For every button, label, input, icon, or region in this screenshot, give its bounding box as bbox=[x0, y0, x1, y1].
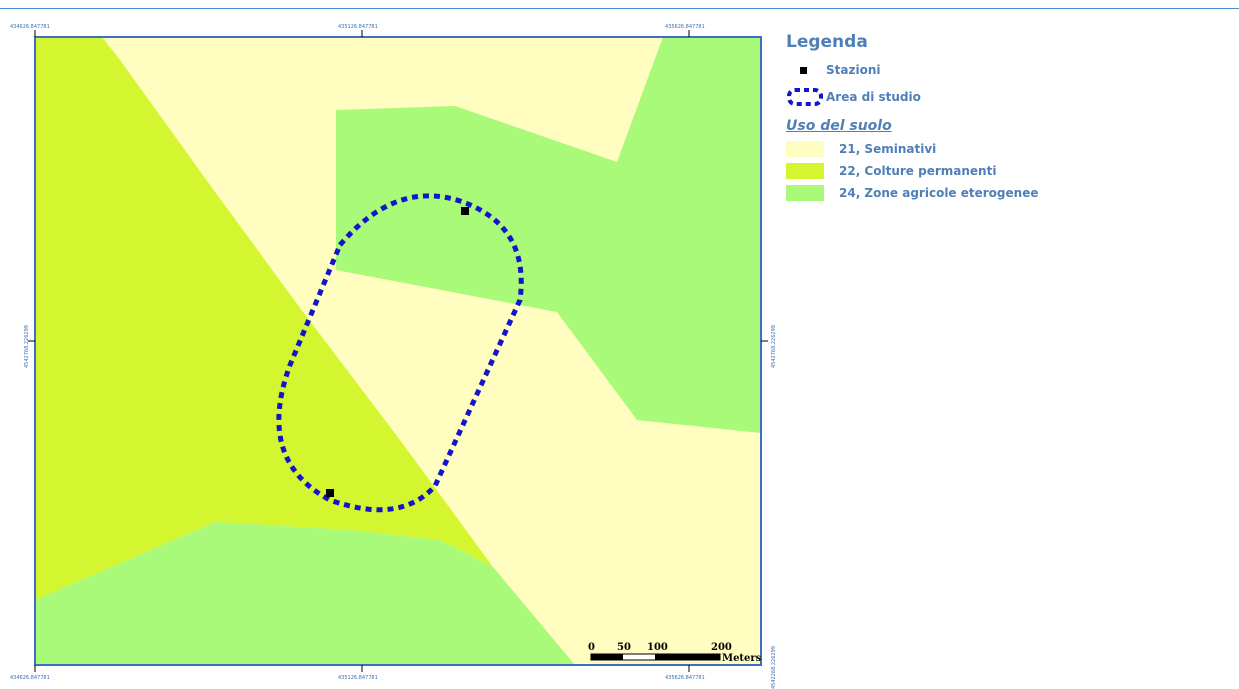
swatch-seminativi bbox=[786, 141, 824, 157]
coord-y-right-mid: 4542768.226299 bbox=[771, 325, 777, 368]
scale-label-200: 200 bbox=[711, 642, 732, 653]
legend-panel: Legenda Stazioni Area di studio Uso del … bbox=[786, 32, 1226, 204]
swatch-zone-eterogenee bbox=[786, 185, 824, 201]
study-area-symbol-icon bbox=[787, 88, 823, 106]
scale-unit-label: Meters bbox=[722, 653, 762, 664]
legend-item-stations: Stazioni bbox=[786, 60, 1226, 80]
coord-x-bottom-right: 435626.847781 bbox=[665, 675, 705, 681]
tick-marks bbox=[28, 30, 768, 672]
legend-title: Legenda bbox=[786, 32, 868, 52]
coord-x-bottom-center: 435126.847781 bbox=[338, 675, 378, 681]
scale-label-100: 100 bbox=[647, 642, 668, 653]
coord-x-bottom-left: 434626.847781 bbox=[10, 675, 50, 681]
coord-x-top-right: 435626.847781 bbox=[665, 24, 705, 30]
legend-item-class-21: 21, Seminativi bbox=[786, 138, 1226, 160]
scale-bar: 0 50 100 200 Meters bbox=[588, 642, 762, 664]
scale-label-0: 0 bbox=[588, 642, 595, 653]
coord-y-right-bottom: 4542268.226299 bbox=[771, 646, 777, 689]
legend-stations-label: Stazioni bbox=[826, 63, 881, 77]
scale-bar-segment-3 bbox=[655, 654, 720, 660]
legend-item-class-22: 22, Colture permanenti bbox=[786, 160, 1226, 182]
legend-class-21-label: 21, Seminativi bbox=[839, 142, 937, 156]
station-marker-south bbox=[326, 489, 334, 497]
station-marker-north bbox=[461, 207, 469, 215]
coord-y-left-mid: 4542768.226299 bbox=[24, 325, 30, 368]
legend-class-22-label: 22, Colture permanenti bbox=[839, 164, 997, 178]
land-use-colture-permanenti bbox=[35, 37, 493, 600]
legend-study-area-label: Area di studio bbox=[826, 90, 921, 104]
legend-item-class-24: 24, Zone agricole eterogenee bbox=[786, 182, 1226, 204]
swatch-colture-permanenti bbox=[786, 163, 824, 179]
map-frame bbox=[34, 36, 762, 666]
top-border-line bbox=[0, 8, 1239, 9]
scale-label-50: 50 bbox=[617, 642, 631, 653]
legend-item-study-area: Area di studio bbox=[786, 82, 1226, 112]
scale-bar-segment-1 bbox=[591, 654, 623, 660]
station-symbol-icon bbox=[800, 66, 807, 74]
land-use-zone-eterogenee-north bbox=[336, 37, 761, 433]
coord-x-top-center: 435126.847781 bbox=[338, 24, 378, 30]
land-use-zone-eterogenee-south bbox=[35, 522, 575, 665]
land-use-layer bbox=[35, 37, 761, 665]
legend-class-24-label: 24, Zone agricole eterogenee bbox=[839, 186, 1039, 200]
coord-x-top-left: 434626.847781 bbox=[10, 24, 50, 30]
land-use-heading: Uso del suolo bbox=[786, 118, 892, 134]
